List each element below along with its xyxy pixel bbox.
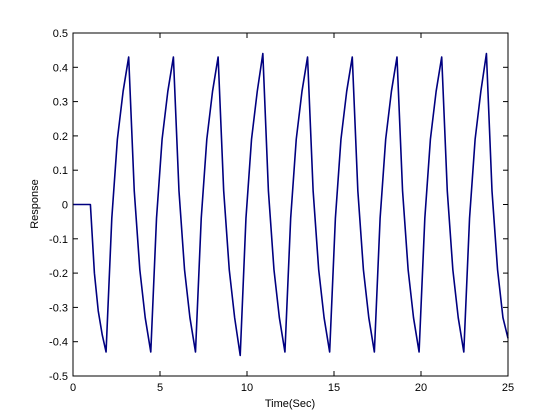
y-tick-label: 0.1 <box>53 165 68 177</box>
y-tick-label: 0.4 <box>53 62 68 74</box>
y-tick-label: -0.1 <box>49 234 68 246</box>
y-tick-label: 0 <box>62 200 68 212</box>
y-axis-label: Response <box>29 179 41 229</box>
y-tick-label: -0.5 <box>49 371 68 383</box>
x-tick-label: 10 <box>241 382 253 394</box>
x-tick-label: 5 <box>157 382 163 394</box>
x-tick-label: 0 <box>70 382 76 394</box>
y-tick-label: -0.2 <box>49 268 68 280</box>
y-tick-label: 0.3 <box>53 97 68 109</box>
axes-box <box>72 32 509 377</box>
x-tick-label: 25 <box>502 382 514 394</box>
x-axis-label: Time(Sec) <box>265 398 315 410</box>
x-tick-label: 20 <box>415 382 427 394</box>
y-tick-label: -0.4 <box>49 337 68 349</box>
y-tick-label: 0.2 <box>53 131 68 143</box>
y-tick-label: -0.3 <box>49 302 68 314</box>
y-tick-label: 0.5 <box>53 28 68 40</box>
response-line <box>73 52 509 357</box>
x-tick-label: 15 <box>328 382 340 394</box>
